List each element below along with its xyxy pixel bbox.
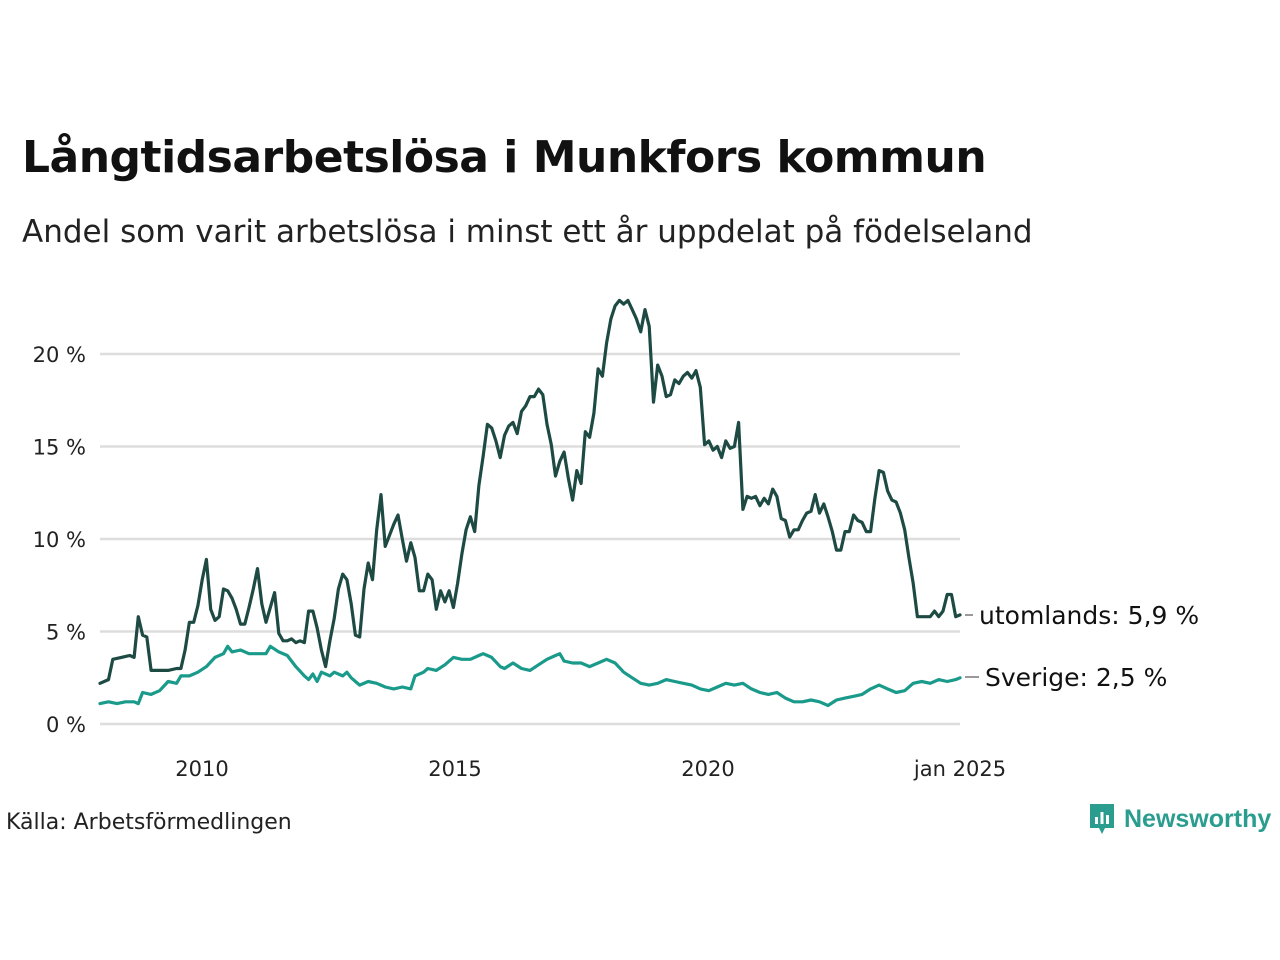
series-end-labels: utomlands: 5,9 % Sverige: 2,5 %	[965, 601, 1199, 692]
gridlines	[100, 352, 960, 726]
source-note: Källa: Arbetsförmedlingen	[6, 810, 292, 835]
brand-logo[interactable]: Newsworthy	[1088, 802, 1271, 836]
x-tick-label: 2010	[175, 757, 228, 781]
end-label-sverige: Sverige: 2,5 %	[985, 663, 1167, 692]
y-tick-label: 20 %	[33, 343, 86, 367]
series-line-utomlands	[98, 298, 962, 685]
y-tick-label: 10 %	[33, 528, 86, 552]
x-tick-label: 2015	[428, 757, 481, 781]
y-tick-label: 0 %	[46, 713, 86, 737]
y-axis: 0 % 5 % 10 % 15 % 20 %	[33, 343, 86, 737]
series-line-sverige	[98, 644, 962, 708]
newsworthy-logo-icon	[1090, 804, 1114, 834]
end-label-utomlands: utomlands: 5,9 %	[979, 601, 1199, 630]
x-tick-label: jan 2025	[913, 757, 1006, 781]
chart-title: Långtidsarbetslösa i Munkfors kommun	[22, 132, 987, 183]
y-tick-label: 5 %	[46, 621, 86, 645]
x-tick-label: 2020	[681, 757, 734, 781]
brand-name: Newsworthy	[1124, 804, 1272, 833]
chart-subtitle: Andel som varit arbetslösa i minst ett å…	[22, 214, 1033, 250]
x-axis: 2010 2015 2020 jan 2025	[175, 757, 1006, 781]
series-lines	[98, 298, 962, 708]
y-tick-label: 15 %	[33, 436, 86, 460]
